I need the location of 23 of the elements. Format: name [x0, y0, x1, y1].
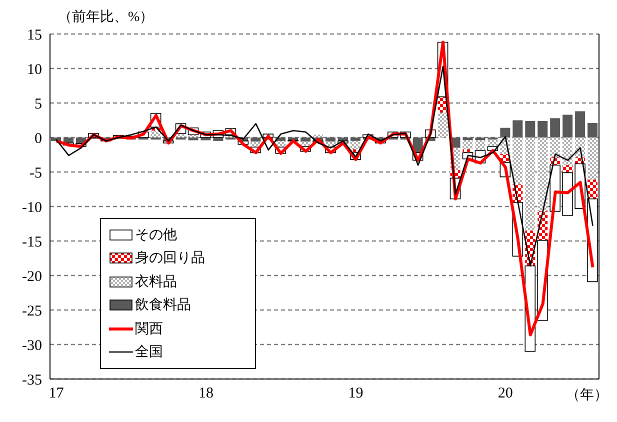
y-tick-label: -30 [22, 338, 42, 354]
y-tick-label: -15 [22, 234, 42, 250]
legend-label: 衣料品 [135, 273, 177, 291]
legend-label: 全国 [135, 344, 163, 362]
x-axis-title: （年） [566, 386, 608, 404]
y-tick-label: -20 [22, 268, 42, 285]
legend-label: その他 [135, 226, 177, 244]
legend-label: 飲食料品 [135, 296, 191, 314]
y-tick-label: -35 [22, 372, 42, 388]
y-tick-label: -25 [22, 303, 42, 320]
y-tick-label: 0 [34, 130, 42, 147]
y-tick-label: -10 [22, 200, 42, 216]
x-tick-label: 20 [498, 386, 513, 402]
y-tick-label: -5 [30, 165, 42, 182]
x-tick-label: 19 [348, 386, 364, 402]
y-tick-label: 15 [27, 27, 42, 44]
y-tick-label: 5 [34, 96, 42, 112]
x-tick-label: 17 [48, 386, 64, 402]
x-tick-label: 18 [198, 386, 214, 402]
y-tick-label: 10 [27, 62, 42, 78]
legend-label: 身の回り品 [135, 250, 205, 268]
legend-label: 関西 [135, 320, 163, 338]
y-axis-title: （前年比、%） [58, 8, 154, 26]
